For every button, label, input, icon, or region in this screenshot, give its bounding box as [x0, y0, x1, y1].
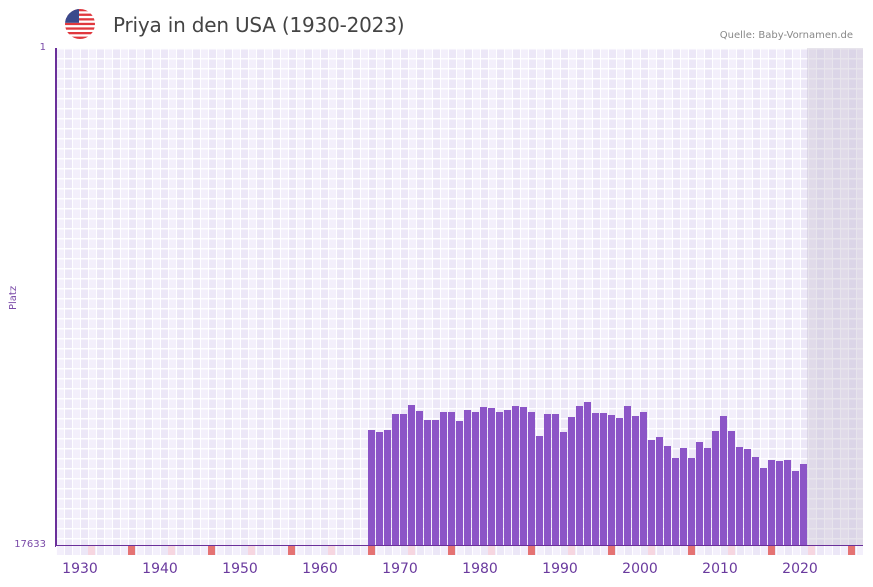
- year-marker: [728, 546, 735, 555]
- bar-1981[interactable]: [472, 412, 479, 545]
- bar-1996[interactable]: [592, 413, 599, 545]
- bar-1987[interactable]: [520, 407, 527, 545]
- bar-1980[interactable]: [464, 410, 471, 545]
- bar-1976[interactable]: [432, 420, 439, 545]
- bar-2012[interactable]: [720, 416, 727, 545]
- bar-2021[interactable]: [792, 471, 799, 545]
- bar-1985[interactable]: [504, 410, 511, 545]
- x-tick-label: 2000: [622, 561, 658, 577]
- bar-1992[interactable]: [560, 432, 567, 545]
- bar-2013[interactable]: [728, 431, 735, 545]
- bar-2005[interactable]: [664, 446, 671, 545]
- bar-1984[interactable]: [496, 412, 503, 545]
- bar-1969[interactable]: [376, 432, 383, 545]
- source-credit: Quelle: Baby-Vornamen.de: [719, 30, 853, 41]
- x-tick-label: 2020: [782, 561, 818, 577]
- y-tick-top: 1: [39, 42, 46, 53]
- year-marker: [88, 546, 95, 555]
- x-tick-label: 1940: [142, 561, 178, 577]
- bar-2000[interactable]: [624, 406, 631, 545]
- bar-1970[interactable]: [384, 430, 391, 545]
- year-marker-strip: [56, 546, 863, 555]
- plot-area: [56, 48, 863, 545]
- bar-1991[interactable]: [552, 414, 559, 545]
- x-tick-label: 1960: [302, 561, 338, 577]
- bar-1978[interactable]: [448, 412, 455, 545]
- year-marker: [288, 546, 295, 555]
- year-marker: [208, 546, 215, 555]
- x-tick-label: 1930: [62, 561, 98, 577]
- bar-1995[interactable]: [584, 402, 591, 545]
- year-marker: [768, 546, 775, 555]
- x-axis: [55, 545, 863, 547]
- future-shade: [807, 48, 863, 545]
- bar-2019[interactable]: [776, 461, 783, 545]
- year-marker: [688, 546, 695, 555]
- bar-2015[interactable]: [744, 449, 751, 545]
- bar-1971[interactable]: [392, 414, 399, 545]
- bar-2022[interactable]: [800, 464, 807, 545]
- bar-2018[interactable]: [768, 460, 775, 545]
- bar-2011[interactable]: [712, 431, 719, 545]
- bar-1975[interactable]: [424, 420, 431, 545]
- bar-2014[interactable]: [736, 447, 743, 545]
- bar-2008[interactable]: [688, 458, 695, 545]
- bar-1968[interactable]: [368, 430, 375, 545]
- year-marker: [488, 546, 495, 555]
- bar-1972[interactable]: [400, 414, 407, 545]
- year-marker: [368, 546, 375, 555]
- year-marker: [808, 546, 815, 555]
- bar-1973[interactable]: [408, 405, 415, 545]
- bar-1999[interactable]: [616, 418, 623, 545]
- bar-2006[interactable]: [672, 458, 679, 545]
- bar-2009[interactable]: [696, 442, 703, 545]
- bar-1998[interactable]: [608, 415, 615, 545]
- x-tick-label: 1980: [462, 561, 498, 577]
- x-tick-label: 1990: [542, 561, 578, 577]
- year-marker: [848, 546, 855, 555]
- year-marker: [568, 546, 575, 555]
- bar-2004[interactable]: [656, 437, 663, 545]
- bar-2002[interactable]: [640, 412, 647, 545]
- x-tick-label: 1950: [222, 561, 258, 577]
- chart-title: Priya in den USA (1930-2023): [113, 13, 405, 37]
- bar-2001[interactable]: [632, 416, 639, 545]
- year-marker: [408, 546, 415, 555]
- bar-2017[interactable]: [760, 468, 767, 545]
- year-marker: [528, 546, 535, 555]
- year-marker: [448, 546, 455, 555]
- bar-2007[interactable]: [680, 448, 687, 545]
- y-axis: [55, 48, 57, 546]
- bar-1983[interactable]: [488, 408, 495, 545]
- bar-1982[interactable]: [480, 407, 487, 545]
- bar-2010[interactable]: [704, 448, 711, 545]
- year-marker: [608, 546, 615, 555]
- year-marker: [128, 546, 135, 555]
- bar-1993[interactable]: [568, 417, 575, 545]
- y-tick-bottom: 17633: [14, 539, 46, 550]
- bar-1988[interactable]: [528, 412, 535, 545]
- year-marker: [248, 546, 255, 555]
- x-tick-label: 1970: [382, 561, 418, 577]
- year-marker: [328, 546, 335, 555]
- year-marker: [168, 546, 175, 555]
- year-marker: [648, 546, 655, 555]
- us-flag-icon: [65, 9, 95, 39]
- bar-1994[interactable]: [576, 406, 583, 545]
- bar-1974[interactable]: [416, 411, 423, 545]
- bar-2020[interactable]: [784, 460, 791, 545]
- x-tick-label: 2010: [702, 561, 738, 577]
- bar-2003[interactable]: [648, 440, 655, 545]
- bar-1997[interactable]: [600, 413, 607, 545]
- y-axis-title: Platz: [8, 285, 19, 310]
- bar-2016[interactable]: [752, 457, 759, 545]
- bar-1990[interactable]: [544, 414, 551, 545]
- bar-1979[interactable]: [456, 421, 463, 545]
- bar-1989[interactable]: [536, 436, 543, 545]
- bar-1986[interactable]: [512, 406, 519, 545]
- bar-1977[interactable]: [440, 412, 447, 545]
